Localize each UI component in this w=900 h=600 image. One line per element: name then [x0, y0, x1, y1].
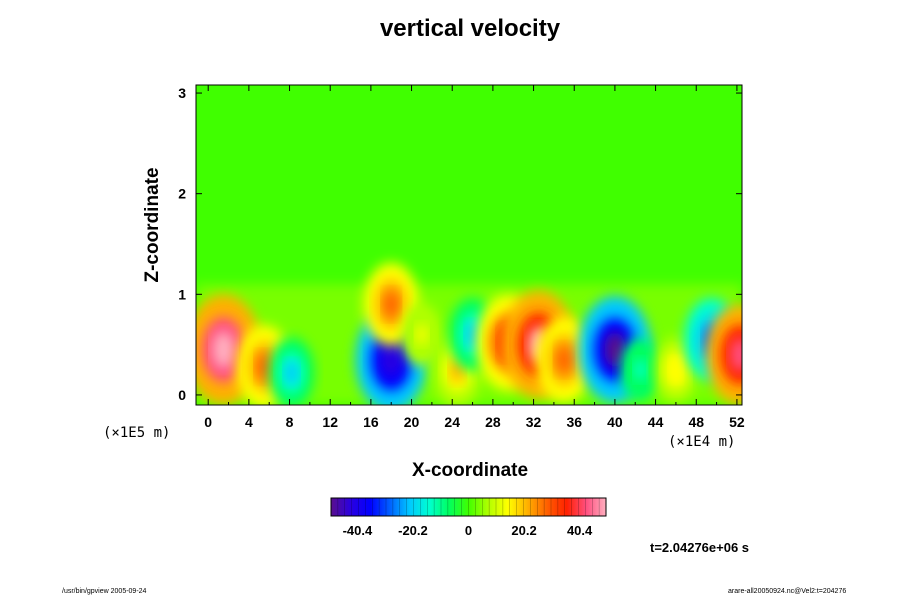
- velocity-cell-core: [212, 331, 235, 369]
- x-tick-label: 0: [204, 414, 212, 430]
- z-axis-label: Z-coordinate: [142, 167, 163, 282]
- velocity-cell-core: [416, 323, 428, 346]
- colorbar-tick-label: 40.4: [567, 523, 593, 538]
- velocity-cell-core: [383, 290, 400, 319]
- z-tick-label: 3: [178, 85, 186, 101]
- footer-left: /usr/bin/gpview 2005-09-24: [62, 588, 147, 595]
- x-tick-label: 44: [648, 414, 664, 430]
- x-tick-label: 40: [607, 414, 623, 430]
- z-tick-label: 1: [178, 286, 186, 302]
- z-axis-units: (×1E5 m): [103, 425, 171, 441]
- velocity-cell-core: [669, 358, 683, 382]
- x-axis-units: (×1E4 m): [668, 434, 736, 450]
- x-tick-label: 36: [566, 414, 582, 430]
- x-tick-label: 20: [404, 414, 420, 430]
- x-tick-label: 12: [322, 414, 338, 430]
- x-tick-label: 48: [688, 414, 704, 430]
- x-tick-label: 8: [286, 414, 294, 430]
- x-tick-label: 32: [526, 414, 542, 430]
- velocity-cell-core: [256, 352, 272, 381]
- velocity-cell-core: [730, 337, 742, 372]
- velocity-cell-core: [285, 360, 299, 385]
- velocity-cell-core: [555, 345, 573, 375]
- plot-frame: [195, 84, 743, 406]
- colorbar-tick-label: 20.2: [511, 523, 536, 538]
- x-tick-label: 16: [363, 414, 379, 430]
- z-tick-label: 0: [178, 387, 186, 403]
- velocity-cell-core: [634, 359, 647, 381]
- footer-right: arare-all20050924.nc@Vel2:t=204276: [728, 588, 847, 595]
- x-axis-label: X-coordinate: [411, 460, 529, 481]
- x-tick-label: 28: [485, 414, 501, 430]
- colorbar: -40.4 -20.2 0 20.2 40.4: [330, 497, 607, 538]
- z-tick-label: 2: [178, 186, 186, 202]
- x-tick-label: 24: [444, 414, 460, 430]
- colorbar-tick-label: -20.2: [398, 523, 428, 538]
- velocity-field: [196, 85, 742, 405]
- time-label: t=2.04276e+06 s: [650, 540, 750, 555]
- colorbar-tick-label: -40.4: [343, 523, 373, 538]
- colorbar-tick-label: 0: [465, 523, 472, 538]
- velocity-cell-core: [604, 331, 626, 368]
- velocity-cell-core: [381, 342, 402, 378]
- chart-title: vertical velocity: [379, 15, 561, 42]
- x-tick-label: 52: [729, 414, 745, 430]
- axes: 0 4 8 12 16 20 24 28 32 36 40 44 48 520123Z-coordinat…: [142, 85, 745, 430]
- x-tick-label: 4: [245, 414, 253, 430]
